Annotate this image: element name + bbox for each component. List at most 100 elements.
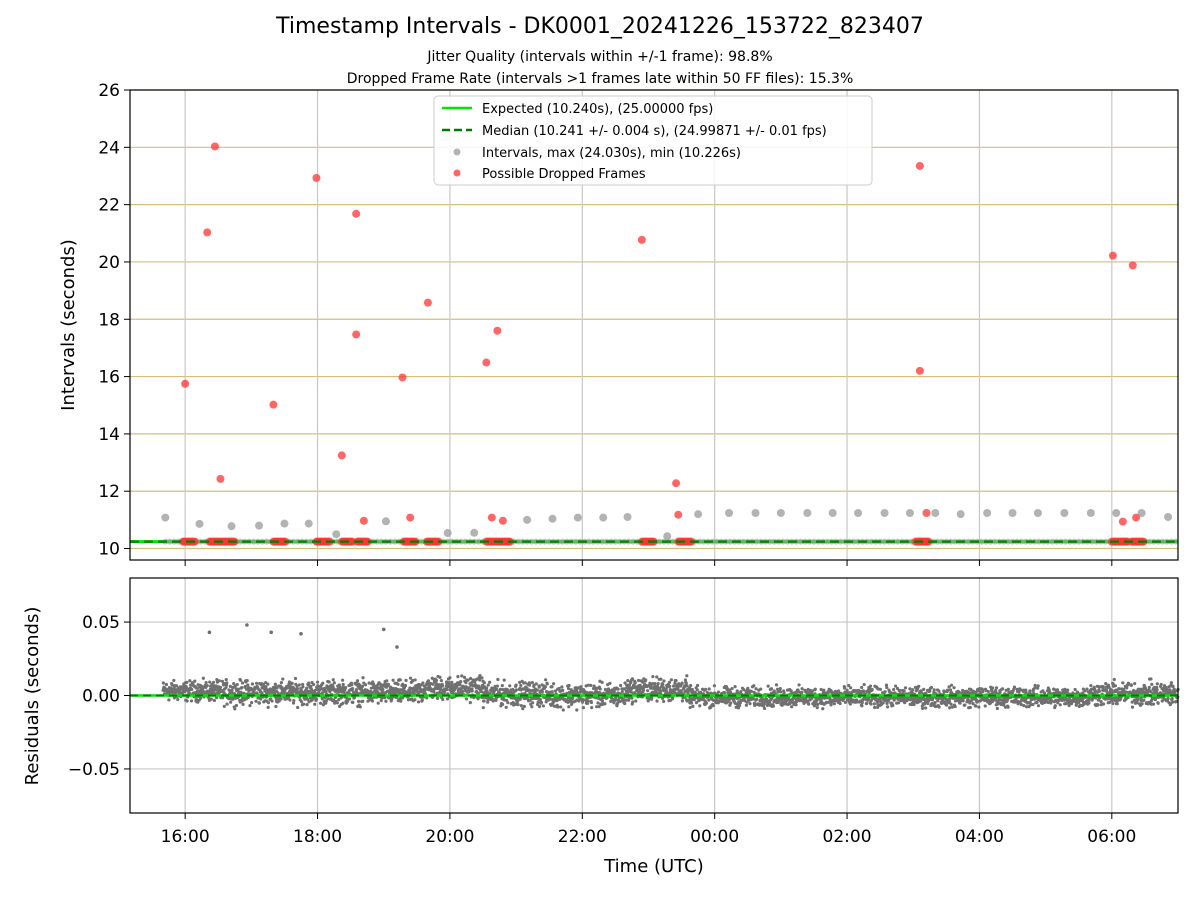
- residual-point: [619, 683, 623, 688]
- intervals-y-tick-label: 12: [98, 482, 120, 502]
- residual-point: [704, 701, 709, 705]
- residual-point: [459, 680, 463, 684]
- residual-point: [204, 681, 208, 685]
- residual-point: [903, 686, 908, 690]
- residual-point: [523, 681, 527, 685]
- interval-point: [1075, 538, 1082, 545]
- residual-point: [534, 682, 538, 686]
- residual-point: [241, 702, 245, 706]
- residual-point: [948, 706, 952, 710]
- residual-point: [746, 686, 750, 691]
- residual-point: [161, 681, 165, 685]
- residual-point: [553, 689, 558, 693]
- residual-point: [1006, 687, 1010, 692]
- residual-point: [264, 685, 268, 689]
- residual-point: [815, 706, 819, 710]
- residual-point: [220, 679, 224, 683]
- residual-point: [500, 684, 504, 688]
- residual-point: [175, 684, 179, 688]
- residual-point: [240, 686, 244, 690]
- residual-point: [290, 681, 294, 685]
- intervals-y-tick-label: 22: [98, 196, 120, 216]
- residual-point: [386, 682, 391, 686]
- residual-point: [807, 702, 811, 706]
- interval-point: [573, 513, 582, 522]
- residual-point: [695, 688, 699, 692]
- residual-point: [595, 705, 599, 709]
- residual-point: [413, 698, 417, 702]
- legend-dropped-swatch: [453, 169, 461, 177]
- dropped-frame-point: [423, 298, 432, 307]
- residual-point: [404, 678, 408, 682]
- interval-point: [868, 538, 875, 545]
- interval-point: [418, 538, 425, 545]
- residual-point: [790, 705, 794, 709]
- interval-point: [572, 538, 579, 545]
- residual-point: [1073, 687, 1077, 692]
- residual-point: [898, 688, 902, 693]
- interval-point: [1146, 538, 1153, 545]
- interval-point: [280, 519, 289, 528]
- residual-point: [865, 701, 869, 705]
- residual-point: [426, 679, 431, 683]
- residual-point: [636, 678, 641, 683]
- residual-point: [305, 703, 309, 707]
- residual-point: [1104, 682, 1108, 686]
- residual-point: [320, 691, 325, 695]
- residual-point: [742, 688, 746, 692]
- residual-point: [486, 700, 490, 704]
- residual-point: [600, 680, 604, 684]
- residual-point: [800, 690, 804, 695]
- residual-point: [659, 677, 663, 681]
- residual-point: [484, 686, 489, 690]
- residual-point: [576, 691, 580, 695]
- residual-point: [774, 683, 779, 687]
- residual-point: [411, 678, 415, 683]
- residual-point: [496, 677, 500, 682]
- dropped-frame-point: [210, 142, 219, 151]
- residual-point: [486, 683, 490, 687]
- interval-point: [1164, 513, 1173, 522]
- residual-point: [176, 697, 180, 702]
- residual-point: [751, 697, 755, 701]
- residual-point: [189, 683, 193, 687]
- residual-point: [1166, 696, 1170, 701]
- residual-point: [413, 678, 417, 682]
- residual-point: [314, 697, 319, 701]
- residual-point: [600, 699, 605, 703]
- interval-point: [669, 538, 676, 545]
- residual-point: [327, 680, 331, 684]
- interval-point: [1137, 509, 1146, 517]
- interval-point: [956, 510, 965, 519]
- dropped-frame-point: [269, 400, 278, 409]
- residual-point: [911, 688, 915, 692]
- residual-point: [586, 683, 590, 687]
- residual-point: [495, 687, 499, 692]
- residual-point: [530, 681, 534, 685]
- residual-point: [342, 690, 346, 695]
- residual-point: [1112, 677, 1116, 682]
- residual-point: [435, 682, 439, 686]
- residual-point: [616, 687, 620, 691]
- residual-point: [608, 681, 612, 685]
- interval-point: [616, 538, 623, 545]
- residuals-plot-axes: 16:00 18:00 20:00 22:00 00:00 02:00 04:00 06:00…: [68, 613, 1136, 847]
- residual-point: [238, 678, 243, 682]
- residual-point: [297, 683, 301, 687]
- x-tick-label: 18:00: [293, 827, 342, 847]
- residual-point: [214, 696, 219, 700]
- residual-point: [707, 698, 711, 702]
- interval-point: [1112, 509, 1121, 517]
- residual-point: [508, 684, 512, 688]
- residual-point: [476, 691, 480, 695]
- interval-point: [462, 538, 469, 545]
- residual-point: [296, 705, 300, 710]
- residual-point: [942, 690, 946, 694]
- residual-point: [674, 678, 678, 683]
- interval-point: [983, 509, 992, 517]
- residual-point: [391, 678, 395, 682]
- residual-point: [257, 701, 261, 705]
- residual-point: [464, 681, 468, 685]
- residual-point: [634, 699, 638, 703]
